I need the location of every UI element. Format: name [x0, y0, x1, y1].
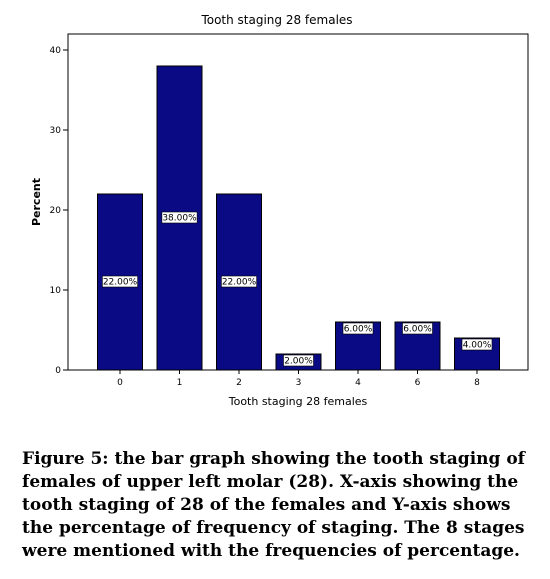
data-label: 6.00%	[403, 325, 432, 335]
x-tick-label: 0	[117, 378, 123, 388]
figure-caption: Figure 5: the bar graph showing the toot…	[22, 449, 525, 561]
data-label: 6.00%	[344, 325, 373, 335]
x-tick-label: 2	[236, 378, 242, 388]
y-tick-label: 20	[50, 206, 62, 216]
data-label-box	[342, 322, 374, 335]
x-tick-label: 8	[474, 378, 480, 388]
data-label-box	[402, 322, 433, 335]
x-tick-label: 1	[177, 378, 183, 388]
x-tick-label: 3	[296, 378, 302, 388]
data-label: 4.00%	[463, 341, 492, 351]
x-tick-label: 6	[415, 378, 421, 388]
chart-title: Tooth staging 28 females	[200, 13, 352, 27]
data-label: 38.00%	[162, 214, 197, 224]
y-axis-label: Percent	[30, 178, 43, 226]
data-label-box	[461, 338, 493, 351]
x-axis-label: Tooth staging 28 females	[228, 395, 368, 408]
data-label-box	[283, 354, 314, 367]
data-label: 2.00%	[284, 357, 313, 367]
y-tick-label: 40	[50, 46, 62, 56]
bar-chart: Tooth staging 28 females Percent Tooth s…	[30, 13, 529, 408]
x-tick-label: 4	[355, 378, 361, 388]
y-tick-label: 10	[50, 286, 62, 296]
data-label: 22.00%	[103, 278, 138, 288]
data-label: 22.00%	[222, 278, 257, 288]
x-axis: 0 1 2 3 4 6 8	[117, 370, 480, 388]
data-label-box	[102, 275, 138, 288]
bars: 22.00% 38.00% 22.00% 2.00% 6.00% 6.00% 4.00%	[97, 65, 500, 371]
data-label-box	[161, 211, 198, 224]
data-label-box	[221, 275, 257, 288]
y-axis: 0 10 20 30 40	[50, 46, 68, 376]
y-tick-label: 30	[50, 126, 62, 136]
y-tick-label: 0	[55, 366, 61, 376]
